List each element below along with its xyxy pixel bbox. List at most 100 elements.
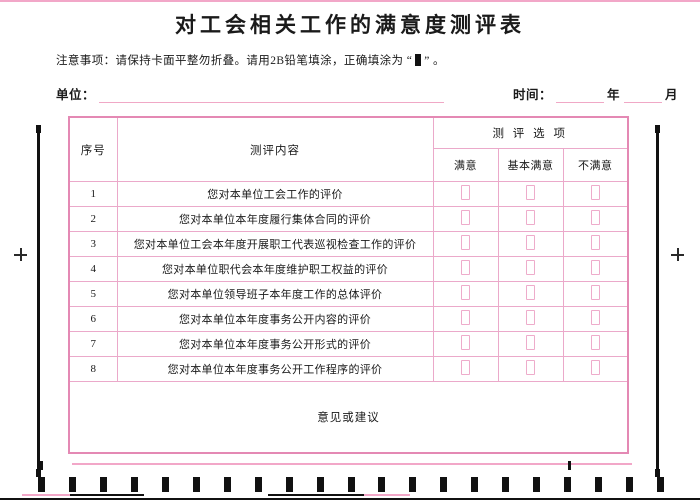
bottom-edge-tick-left bbox=[40, 461, 43, 470]
option-cell-satisfied[interactable] bbox=[432, 281, 499, 308]
comment-cell[interactable]: 意见或建议 bbox=[68, 381, 629, 454]
row-number: 3 bbox=[68, 231, 118, 258]
option-cell-unsatisfied[interactable] bbox=[562, 331, 629, 358]
header-content: 测评内容 bbox=[116, 116, 434, 183]
option-cell-unsatisfied[interactable] bbox=[562, 206, 629, 233]
timing-mark bbox=[100, 477, 107, 492]
option-cell-basically-satisfied[interactable] bbox=[497, 181, 564, 208]
table-row: 5 您对本单位领导班子本年度工作的总体评价 bbox=[68, 281, 629, 308]
registration-cross-right bbox=[671, 248, 684, 261]
unit-label: 单位： bbox=[56, 88, 96, 103]
omr-bubble-unsatisfied[interactable] bbox=[590, 285, 600, 301]
option-cell-basically-satisfied[interactable] bbox=[497, 206, 564, 233]
option-cell-basically-satisfied[interactable] bbox=[497, 331, 564, 358]
option-cell-basically-satisfied[interactable] bbox=[497, 281, 564, 308]
omr-bubble-basically-satisfied[interactable] bbox=[526, 235, 535, 251]
omr-bubble-satisfied[interactable] bbox=[461, 285, 470, 301]
table-row: 6 您对本单位本年度事务公开内容的评价 bbox=[68, 306, 629, 333]
bottom-rule-dark-b bbox=[268, 494, 364, 496]
omr-bubble-unsatisfied[interactable] bbox=[590, 260, 600, 276]
option-cell-basically-satisfied[interactable] bbox=[497, 356, 564, 383]
table-row: 4 您对本单位职代会本年度维护职工权益的评价 bbox=[68, 256, 629, 283]
bottom-rule-dark-a bbox=[70, 494, 144, 496]
omr-bubble-satisfied[interactable] bbox=[461, 210, 470, 226]
time-field-group: 时间： 年 月 bbox=[512, 84, 678, 104]
omr-bubble-satisfied[interactable] bbox=[461, 310, 470, 326]
row-question-text: 您对本单位本年度履行集体合同的评价 bbox=[116, 206, 434, 233]
comment-label: 意见或建议 bbox=[317, 412, 380, 425]
timing-mark bbox=[533, 477, 540, 492]
timing-mark bbox=[502, 477, 509, 492]
timing-mark bbox=[378, 477, 385, 492]
omr-bubble-basically-satisfied[interactable] bbox=[526, 210, 535, 226]
option-cell-basically-satisfied[interactable] bbox=[497, 231, 564, 258]
timing-mark bbox=[626, 477, 633, 492]
omr-bubble-unsatisfied[interactable] bbox=[590, 360, 600, 376]
option-cell-unsatisfied[interactable] bbox=[562, 231, 629, 258]
omr-bubble-satisfied[interactable] bbox=[461, 360, 470, 376]
table-row: 2 您对本单位本年度履行集体合同的评价 bbox=[68, 206, 629, 233]
year-input[interactable] bbox=[555, 89, 604, 104]
notice-text-end: ” 。 bbox=[424, 55, 445, 68]
omr-bubble-satisfied[interactable] bbox=[461, 185, 470, 201]
omr-bubble-basically-satisfied[interactable] bbox=[526, 360, 535, 376]
omr-bubble-basically-satisfied[interactable] bbox=[526, 285, 535, 301]
bottom-edge-rule bbox=[0, 498, 700, 500]
row-number: 8 bbox=[68, 356, 118, 383]
omr-bubble-basically-satisfied[interactable] bbox=[526, 260, 535, 276]
header-option-basically-satisfied: 基本满意 bbox=[497, 148, 564, 183]
row-question-text: 您对本单位职代会本年度维护职工权益的评价 bbox=[116, 256, 434, 283]
omr-bubble-unsatisfied[interactable] bbox=[590, 210, 600, 226]
omr-bubble-satisfied[interactable] bbox=[461, 235, 470, 251]
omr-bubble-unsatisfied[interactable] bbox=[590, 310, 600, 326]
unit-input[interactable] bbox=[99, 89, 445, 104]
header-option-satisfied: 满意 bbox=[432, 148, 499, 183]
omr-bubble-basically-satisfied[interactable] bbox=[526, 185, 535, 201]
omr-bubble-unsatisfied[interactable] bbox=[590, 185, 600, 201]
omr-bubble-satisfied[interactable] bbox=[461, 260, 470, 276]
timing-mark bbox=[317, 477, 324, 492]
timing-mark bbox=[286, 477, 293, 492]
option-cell-satisfied[interactable] bbox=[432, 181, 499, 208]
timing-mark bbox=[224, 477, 231, 492]
timing-mark bbox=[162, 477, 169, 492]
evaluation-table: 序号 测评内容 测 评 选 项 满意 基本满意 不满意 1 您对本单位工会工作的评… bbox=[68, 116, 630, 455]
option-cell-unsatisfied[interactable] bbox=[562, 181, 629, 208]
option-cell-unsatisfied[interactable] bbox=[562, 356, 629, 383]
table-row: 7 您对本单位本年度事务公开形式的评价 bbox=[68, 331, 629, 358]
sync-bar-tick-top-left bbox=[36, 125, 41, 133]
option-cell-satisfied[interactable] bbox=[432, 331, 499, 358]
omr-bubble-satisfied[interactable] bbox=[461, 335, 470, 351]
row-question-text: 您对本单位工会本年度开展职工代表巡视检查工作的评价 bbox=[116, 231, 434, 258]
option-cell-basically-satisfied[interactable] bbox=[497, 256, 564, 283]
omr-bubble-basically-satisfied[interactable] bbox=[526, 310, 535, 326]
timing-mark bbox=[131, 477, 138, 492]
option-cell-unsatisfied[interactable] bbox=[562, 256, 629, 283]
omr-bubble-basically-satisfied[interactable] bbox=[526, 335, 535, 351]
option-cell-basically-satisfied[interactable] bbox=[497, 306, 564, 333]
timing-mark-row bbox=[0, 477, 700, 495]
top-edge-rule bbox=[0, 0, 700, 2]
timing-mark bbox=[193, 477, 200, 492]
option-cell-satisfied[interactable] bbox=[432, 306, 499, 333]
table-row: 8 您对本单位本年度事务公开工作程序的评价 bbox=[68, 356, 629, 383]
option-cell-satisfied[interactable] bbox=[432, 206, 499, 233]
omr-bubble-unsatisfied[interactable] bbox=[590, 335, 600, 351]
timing-mark bbox=[348, 477, 355, 492]
option-cell-satisfied[interactable] bbox=[432, 231, 499, 258]
omr-bubble-unsatisfied[interactable] bbox=[590, 235, 600, 251]
document-body: 对工会相关工作的满意度测评表 注意事项：请保持卡面平整勿折叠。请用2B铅笔填涂，… bbox=[0, 13, 700, 455]
time-label: 时间： bbox=[512, 88, 552, 103]
month-input[interactable] bbox=[623, 89, 662, 104]
option-cell-satisfied[interactable] bbox=[432, 256, 499, 283]
option-cell-satisfied[interactable] bbox=[432, 356, 499, 383]
timing-mark bbox=[409, 477, 416, 492]
sync-bar-tick-bottom-left bbox=[36, 469, 41, 477]
form-fields: 单位： 时间： 年 月 bbox=[0, 84, 700, 104]
comment-row: 意见或建议 bbox=[68, 381, 629, 454]
row-question-text: 您对本单位领导班子本年度工作的总体评价 bbox=[116, 281, 434, 308]
row-number: 1 bbox=[68, 181, 118, 208]
option-cell-unsatisfied[interactable] bbox=[562, 281, 629, 308]
month-unit-label: 月 bbox=[664, 88, 678, 103]
option-cell-unsatisfied[interactable] bbox=[562, 306, 629, 333]
